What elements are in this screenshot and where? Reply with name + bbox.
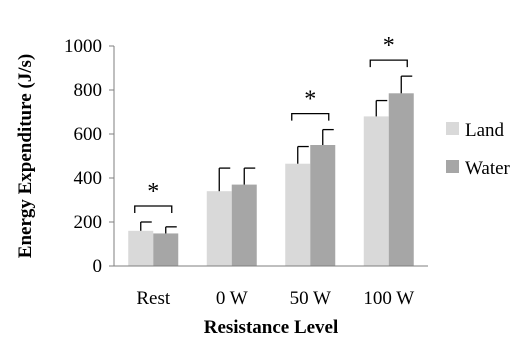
error-bar-land-50-w [297,145,309,164]
bar-water-100-w [388,93,414,266]
bar-water-0-w [231,184,257,266]
error-bar-land-100-w [375,99,388,117]
significance-50-w: * [291,87,330,121]
legend-swatch-land [446,122,459,135]
significance-star-100-w: * [383,33,395,59]
y-axis-title: Energy Expenditure (J/s) [15,54,36,258]
y-tick-label: 800 [74,80,103,101]
error-bar-water-100-w [400,75,413,94]
error-bar-land-rest [140,221,152,231]
legend-swatch-water [446,160,459,173]
bar-land-100-w [363,116,389,267]
y-tick-label: 200 [74,212,103,233]
bar-land-rest [128,230,154,266]
bar-land-50-w [285,163,311,266]
x-axis-title: Resistance Level [204,317,339,338]
bar-water-50-w [310,145,336,266]
error-bar-land-0-w [218,167,231,192]
legend-label-land: Land [465,120,505,141]
legend-label-water: Water [465,158,511,179]
significance-100-w: * [369,33,408,68]
y-tick-label: 0 [93,256,103,277]
x-tick-label-rest: Rest [136,288,171,309]
x-tick-label-0-w: 0 W [216,288,248,309]
x-tick-label-50-w: 50 W [290,288,331,309]
error-bar-water-50-w [322,128,334,145]
bar-land-0-w [206,191,232,266]
legend-item-water: Water [446,158,511,179]
significance-rest: * [134,179,173,213]
y-tick-label: 400 [74,168,103,189]
error-bar-water-0-w [243,167,256,185]
error-bar-water-rest [165,226,177,234]
y-tick-label: 1000 [64,36,102,57]
y-tick-label: 600 [74,124,103,145]
x-tick-label-100-w: 100 W [363,288,414,309]
legend-item-land: Land [446,120,505,141]
legend: Land Water [446,120,511,179]
bar-water-rest [153,233,179,266]
significance-star-50-w: * [304,87,316,113]
significance-star-rest: * [147,179,159,205]
